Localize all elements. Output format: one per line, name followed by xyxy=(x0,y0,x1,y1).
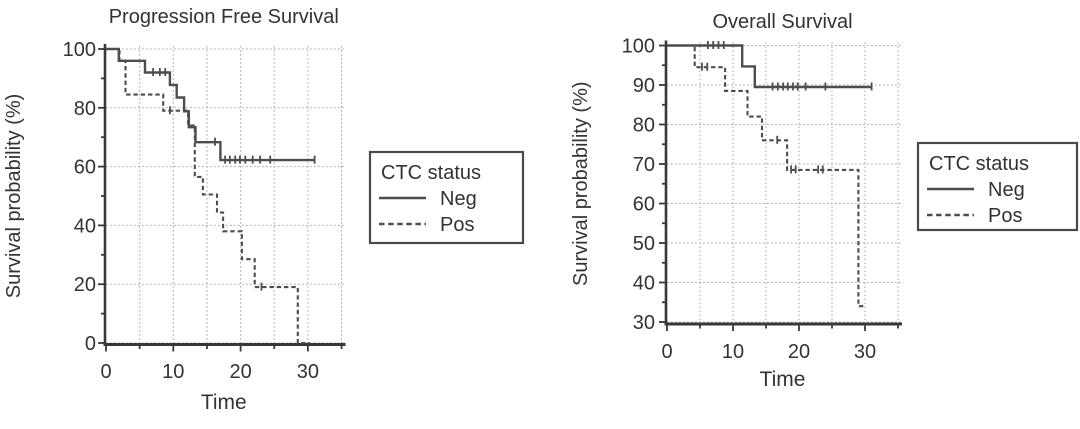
legend-box xyxy=(916,141,1079,232)
y-tick-label: 30 xyxy=(633,312,655,334)
tick-labels: 0 20 40 60 80 100 0 10 20 30 xyxy=(63,39,319,383)
legend-title: CTC status xyxy=(929,153,1029,175)
x-tick-label: 20 xyxy=(788,341,810,363)
legend-entry-label: Neg xyxy=(440,188,477,210)
x-tick-label: 20 xyxy=(229,361,251,383)
y-tick-label: 20 xyxy=(74,274,96,296)
x-axis-label: Time xyxy=(760,368,806,391)
y-tick-label: 0 xyxy=(85,333,96,355)
axes xyxy=(103,44,346,346)
neg-curve xyxy=(667,44,872,89)
x-tick-label: 30 xyxy=(854,341,876,363)
x-tick-label: 0 xyxy=(100,361,111,383)
axis-ticks xyxy=(659,44,899,331)
pfs-chart: 0 20 40 60 80 100 0 10 20 30 Progression Free Surv… xyxy=(3,6,525,414)
y-tick-label: 60 xyxy=(74,157,96,179)
pos-curve xyxy=(667,44,865,308)
chart-title: Overall Survival xyxy=(712,11,852,33)
y-tick-label: 100 xyxy=(622,36,655,58)
pos-curve xyxy=(106,47,310,345)
legend-title: CTC status xyxy=(381,162,481,184)
x-tick-label: 10 xyxy=(162,361,184,383)
y-tick-label: 70 xyxy=(633,154,655,176)
legend-entry-label: Neg xyxy=(988,179,1025,201)
neg-curve xyxy=(106,47,315,162)
y-tick-label: 40 xyxy=(633,273,655,295)
y-axis-label: Survival probability (%) xyxy=(570,81,592,286)
x-tick-label: 0 xyxy=(661,341,672,363)
x-axis-label: Time xyxy=(201,391,247,414)
y-tick-label: 60 xyxy=(633,194,655,216)
os-chart: 30 40 50 60 70 80 90 100 0 10 20 30 Overall Survival… xyxy=(570,11,1079,391)
tick-labels: 30 40 50 60 70 80 90 100 0 10 20 30 xyxy=(622,36,877,364)
y-tick-label: 80 xyxy=(633,115,655,137)
gridlines xyxy=(106,46,345,345)
y-tick-label: 50 xyxy=(633,233,655,255)
legend-entry-label: Pos xyxy=(988,205,1022,227)
x-tick-label: 30 xyxy=(297,361,319,383)
axes xyxy=(664,40,902,326)
axis-ticks xyxy=(98,48,343,352)
y-tick-label: 90 xyxy=(633,75,655,97)
neg-censor-ticks xyxy=(152,68,316,164)
y-axis-label: Survival probability (%) xyxy=(3,94,25,299)
neg-censor-ticks xyxy=(707,41,873,91)
pos-censor-ticks xyxy=(169,106,263,291)
y-tick-label: 40 xyxy=(74,215,96,237)
y-tick-label: 80 xyxy=(74,98,96,120)
legend: CTC status Neg Pos xyxy=(916,141,1079,232)
chart-title: Progression Free Survival xyxy=(109,6,339,28)
x-tick-label: 10 xyxy=(722,341,744,363)
legend-entry-label: Pos xyxy=(440,214,474,236)
pos-censor-ticks xyxy=(701,62,824,174)
y-tick-label: 100 xyxy=(63,39,96,61)
legend: CTC status Neg Pos xyxy=(368,150,525,245)
